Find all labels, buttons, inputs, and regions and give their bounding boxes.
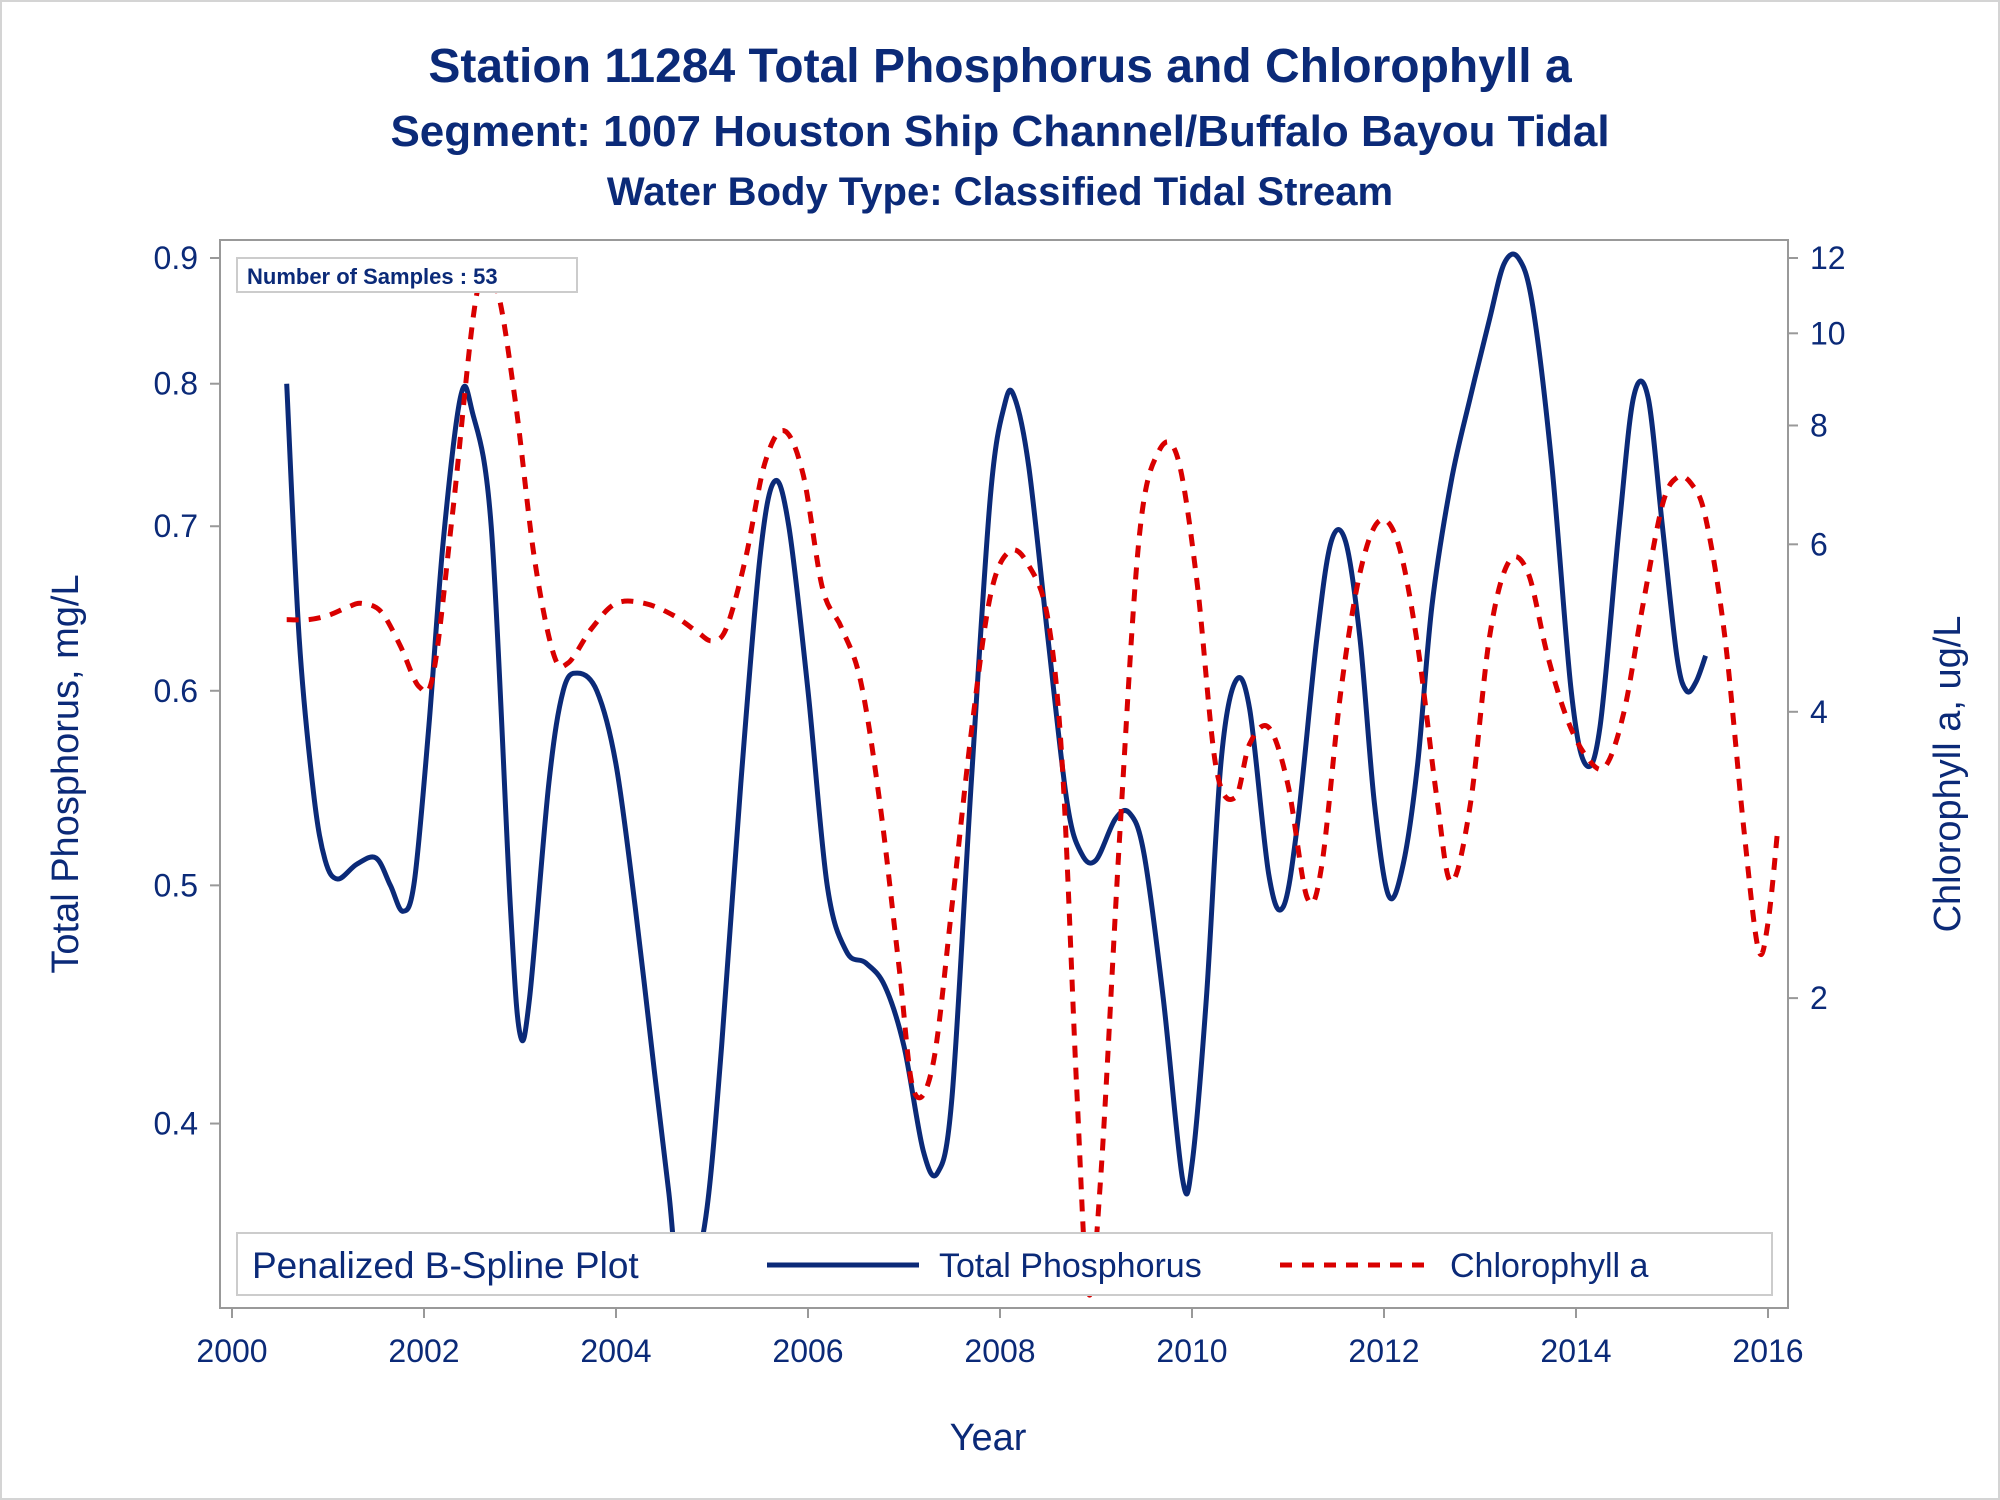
x-tick-label: 2016 — [1732, 1333, 1803, 1369]
legend-box — [236, 1232, 1773, 1296]
legend-title: Penalized B-Spline Plot — [252, 1245, 639, 1286]
x-axis-label: Year — [950, 1417, 1027, 1459]
x-tick-label: 2008 — [964, 1333, 1035, 1369]
x-tick-label: 2000 — [196, 1333, 267, 1369]
x-tick-label: 2006 — [772, 1333, 843, 1369]
chart-subtitle-2: Water Body Type: Classified Tidal Stream — [607, 170, 1393, 214]
y-axis: 0.4 0.5 0.6 0.7 0.8 0.9 — [154, 240, 220, 1142]
y-tick-label: 0.9 — [154, 240, 198, 276]
x-axis: 2000 2002 2004 2006 2008 2010 2012 2014 2016 — [196, 1308, 1804, 1369]
x-tick-label: 2010 — [1156, 1333, 1227, 1369]
y-tick-label: 0.6 — [154, 673, 198, 709]
y2-tick-label: 10 — [1810, 315, 1846, 351]
plot-frame — [219, 239, 1789, 1309]
y2-tick-label: 12 — [1810, 240, 1846, 276]
legend-label-chlorophyll-a: Chlorophyll a — [1450, 1247, 1649, 1285]
chart-title: Station 11284 Total Phosphorus and Chlor… — [428, 40, 1572, 93]
y-axis-label: Total Phosphorus, mg/L — [45, 574, 87, 973]
x-tick-label: 2004 — [580, 1333, 651, 1369]
y-tick-label: 0.4 — [154, 1106, 198, 1142]
legend-label-total-phosphorus: Total Phosphorus — [939, 1247, 1202, 1285]
x-tick-label: 2002 — [388, 1333, 459, 1369]
x-tick-label: 2014 — [1540, 1333, 1611, 1369]
y2-tick-label: 4 — [1810, 694, 1828, 730]
y2-axis-label: Chlorophyll a, ug/L — [1927, 616, 1969, 933]
y-tick-label: 0.7 — [154, 508, 198, 544]
sample-count-label: Number of Samples : 53 — [247, 264, 498, 289]
y-tick-label: 0.5 — [154, 867, 198, 903]
x-tick-label: 2012 — [1348, 1333, 1419, 1369]
y-tick-label: 0.8 — [154, 366, 198, 402]
y2-axis: 2 4 6 8 10 12 — [1788, 240, 1846, 1016]
sample-count-box — [236, 257, 578, 293]
series-line-total-phosphorus — [284, 251, 1708, 1292]
y2-tick-label: 6 — [1810, 526, 1828, 562]
y2-tick-label: 2 — [1810, 980, 1828, 1016]
series-line-chlorophyll-a — [286, 267, 1781, 1298]
chart-subtitle: Segment: 1007 Houston Ship Channel/Buffa… — [390, 107, 1609, 156]
y2-tick-label: 8 — [1810, 407, 1828, 443]
